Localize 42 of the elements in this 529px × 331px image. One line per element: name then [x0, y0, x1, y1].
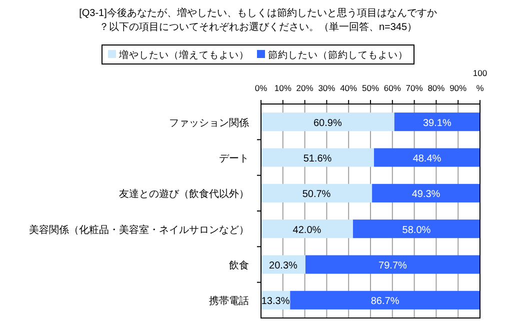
data-label: 39.1% — [423, 118, 452, 129]
x-tick-label: 20% — [296, 83, 314, 93]
y-tick-label: デート — [219, 154, 249, 164]
y-tick-label: 友達との遊び（飲食代以外） — [119, 188, 249, 200]
x-tick-label: 30% — [318, 83, 336, 93]
bar — [394, 112, 480, 132]
bar — [261, 220, 353, 238]
bar — [372, 184, 480, 202]
x-tick-label: 50% — [362, 83, 380, 93]
x-tick-label: 40% — [340, 83, 358, 93]
y-tick-label: 飲食 — [229, 260, 249, 272]
x-tick-label: 90% — [450, 83, 468, 93]
data-label: 50.7% — [302, 189, 331, 200]
x-tick-label: 60% — [384, 83, 402, 93]
data-label: 42.0% — [292, 224, 322, 236]
bar — [261, 184, 372, 202]
bar — [290, 290, 480, 310]
x-tick-label: 0% — [254, 83, 268, 93]
data-label: 20.3% — [269, 260, 298, 272]
data-label: 48.4% — [412, 154, 442, 164]
y-tick-label: ファッション関係 — [169, 116, 249, 129]
data-label: 86.7% — [370, 296, 400, 308]
data-label: 60.9% — [314, 118, 342, 129]
data-label: 13.3% — [261, 296, 290, 308]
y-tick-label: 携帯電話 — [209, 295, 249, 308]
bar — [305, 255, 480, 274]
x-tick-label: 10% — [274, 83, 292, 93]
data-label: 79.7% — [378, 260, 408, 272]
bar — [374, 148, 480, 167]
x-tick-label: 70% — [406, 83, 424, 93]
data-label: 49.3% — [412, 189, 440, 200]
x-tick-label: 100% — [472, 68, 488, 93]
bar — [261, 112, 394, 132]
data-label: 58.0% — [402, 224, 431, 236]
legend-label: 増やしたい（増えてもよい） — [118, 49, 249, 61]
legend-label: 節約したい（節約してもよい） — [268, 50, 408, 61]
bar — [352, 220, 480, 238]
chart-title: [Q3-1]今後あなたが、増やしたい、もしくは節約したいと思う項目はなんですか？以下の項目についてそれぞれお選びください。（単一回答、n=345） — [79, 7, 437, 33]
bar — [261, 148, 374, 167]
x-tick-label: 80% — [428, 83, 446, 93]
y-tick-label: 美容関係（化粧品・美容室・ネイルサロンなど） — [29, 224, 249, 236]
data-label: 51.6% — [303, 154, 332, 164]
